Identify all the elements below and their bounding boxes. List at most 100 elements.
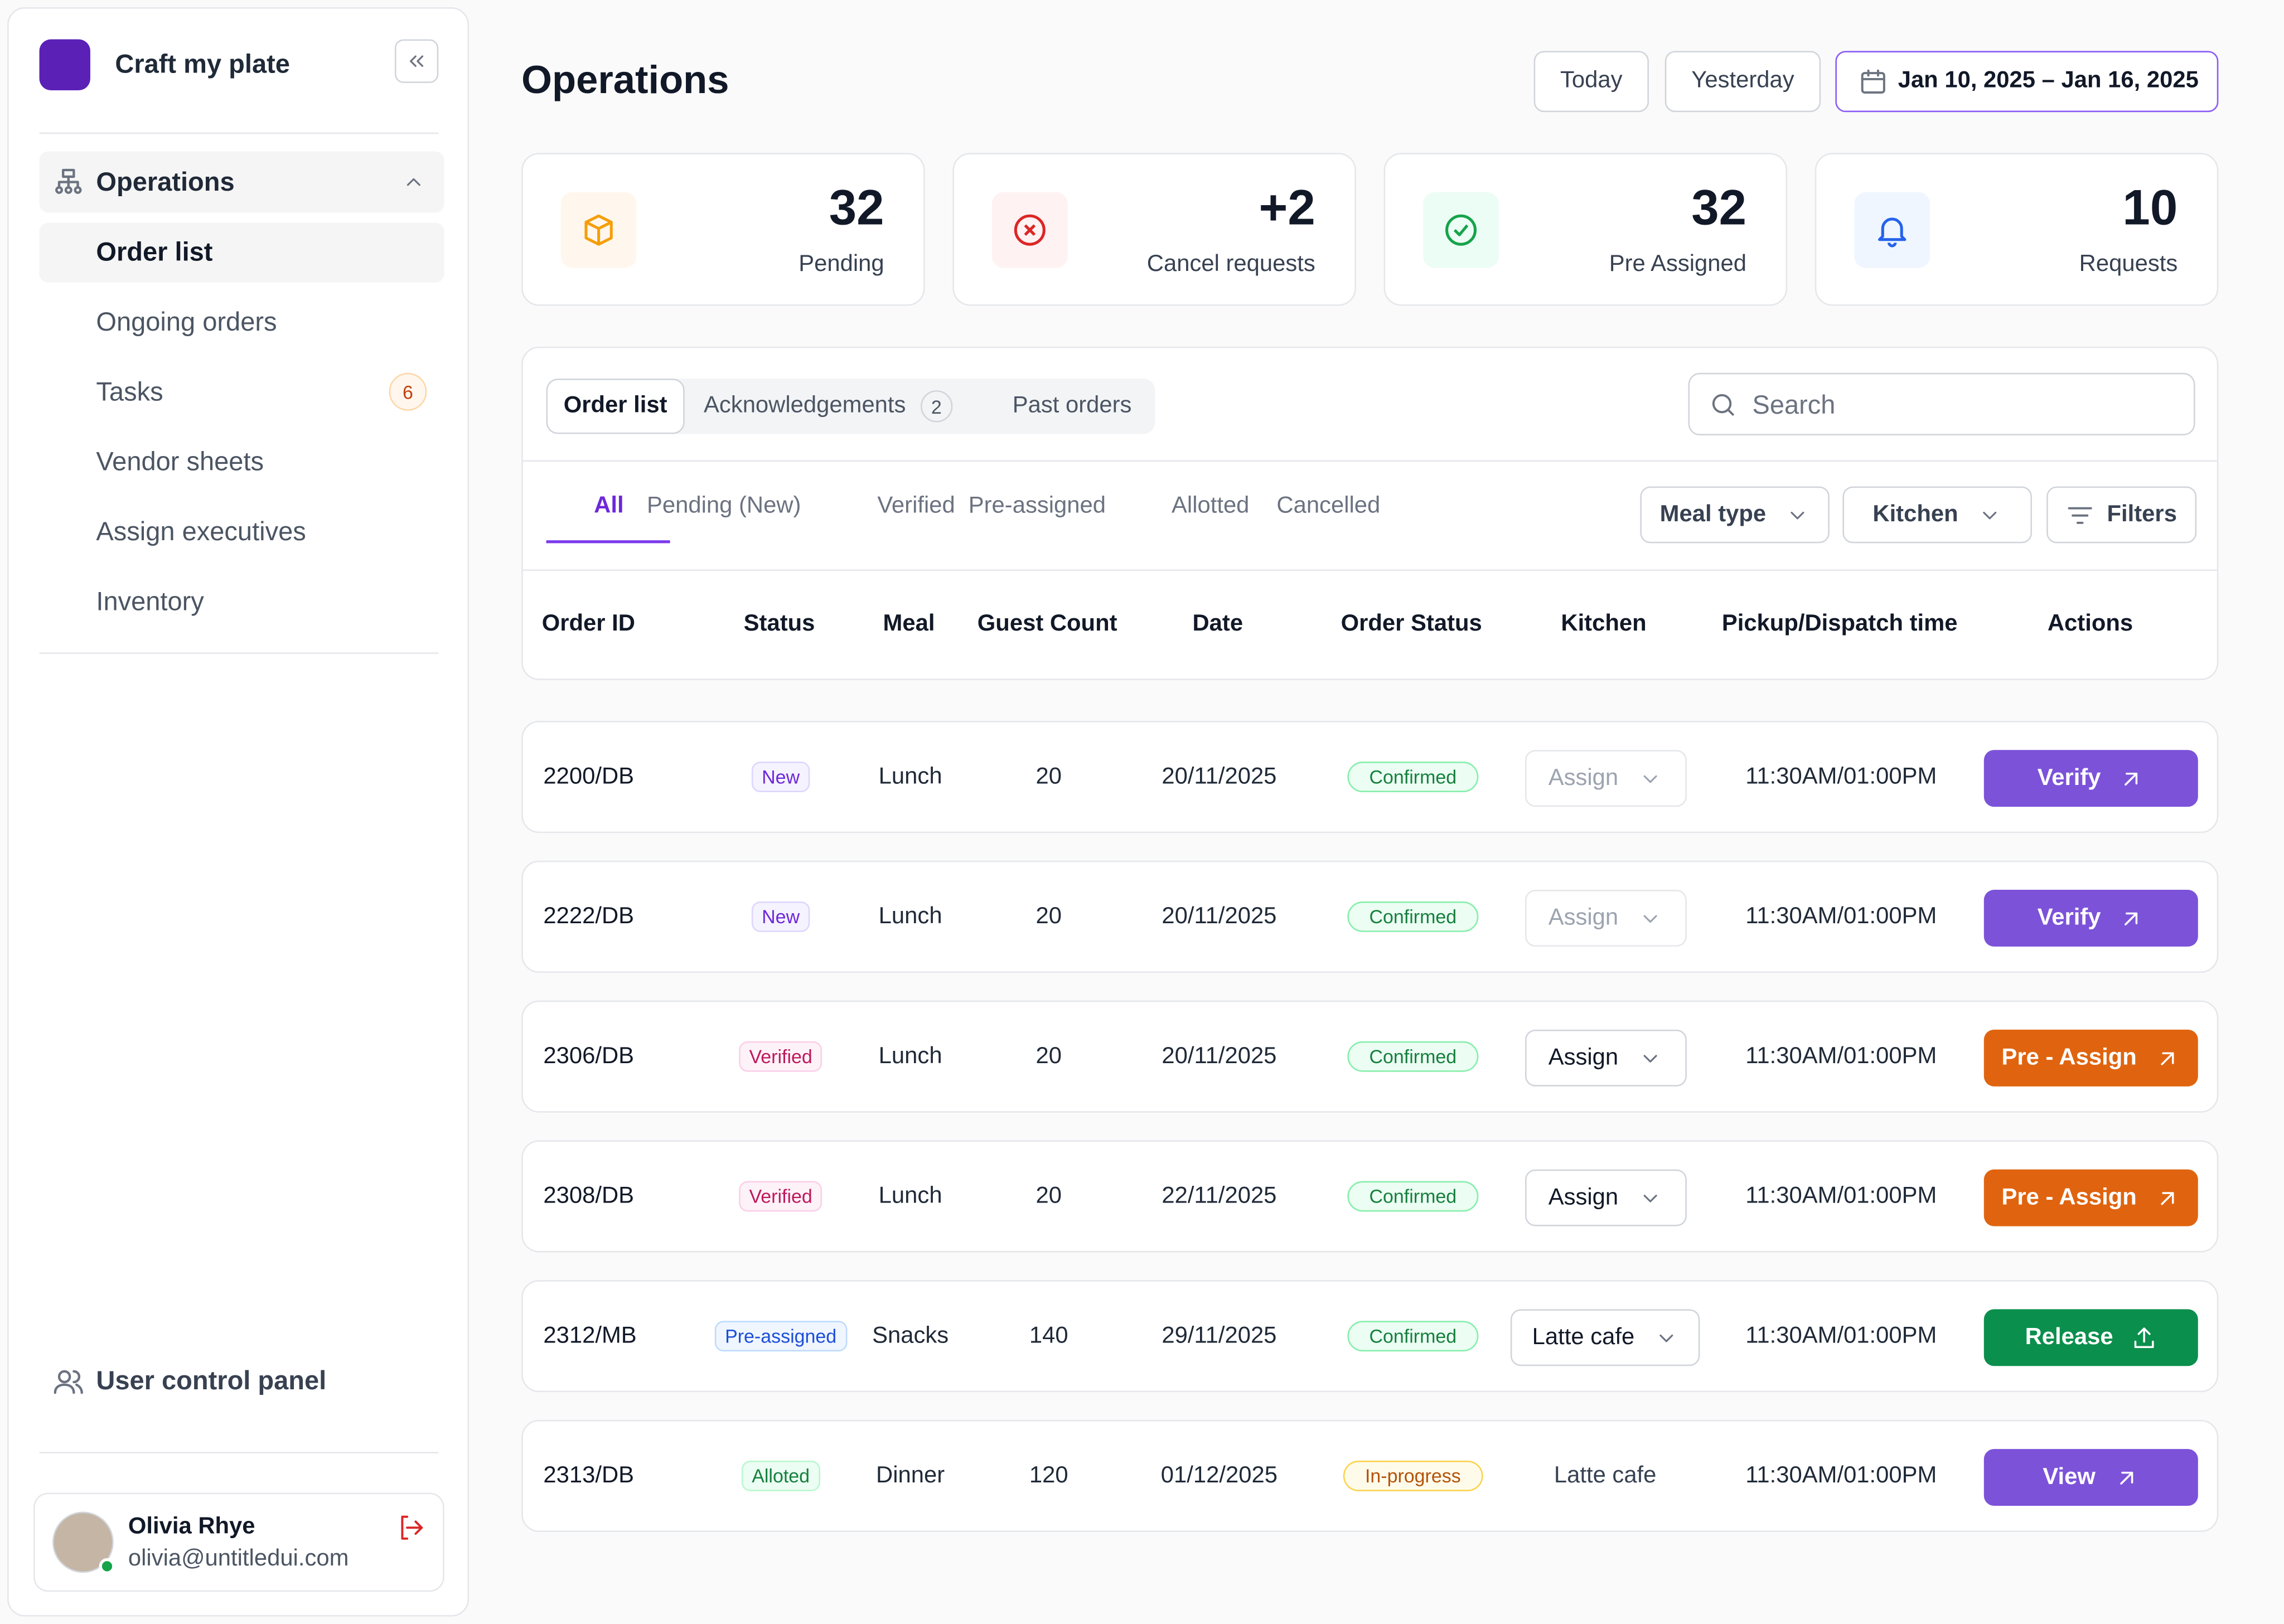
nav-item[interactable]: Order list <box>39 222 444 283</box>
stat-caption: Pre Assigned <box>1609 251 1747 277</box>
kitchen-select: Assign <box>1524 750 1686 807</box>
order-id: 2306/DB <box>543 1044 635 1069</box>
filter-label: Kitchen <box>1872 501 1958 527</box>
table-row: 2312/MB Pre-assigned Snacks 140 29/11/2025 11… <box>521 1280 2219 1393</box>
filter-chevron <box>1787 503 1810 527</box>
stat-value: 32 <box>1691 180 1747 236</box>
status-tab[interactable]: Pending (New) <box>647 493 801 518</box>
search-placeholder: Search <box>1752 390 1836 420</box>
action-icon <box>2131 1325 2157 1351</box>
status-pill: Verified <box>739 1181 823 1212</box>
tab-label: Past orders <box>1012 393 1132 418</box>
date-button[interactable]: Today <box>1533 51 1649 113</box>
sidebar: Craft my plate Operations Order list Ongoin… <box>7 7 470 1617</box>
stat-value: 10 <box>2122 180 2178 236</box>
status-tab[interactable]: Verified <box>877 493 955 518</box>
action-label: Pre - Assign <box>2001 1185 2137 1210</box>
kitchen-select[interactable]: Assign <box>1524 1029 1686 1087</box>
nav-item[interactable]: Inventory <box>40 573 444 632</box>
nav-label: Order list <box>96 237 213 267</box>
date-button[interactable]: Yesterday <box>1664 51 1821 113</box>
kitchen-label: Assign <box>1548 765 1619 791</box>
cell: 120 <box>1029 1463 1068 1489</box>
divider <box>39 652 439 654</box>
nav-label: Tasks <box>96 377 163 406</box>
filter-label: Meal type <box>1659 501 1767 527</box>
nav-item[interactable]: Ongoing orders <box>40 293 444 352</box>
cell: Lunch <box>878 764 942 789</box>
column-header: Date <box>1192 612 1243 637</box>
logo <box>39 39 90 90</box>
nav-item[interactable]: Vendor sheets <box>40 433 444 492</box>
tab[interactable]: Past orders <box>989 379 1155 434</box>
stat-value: 32 <box>829 180 884 236</box>
kitchen-chevron <box>1655 1326 1678 1349</box>
stat-card: +2 Cancel requests <box>952 153 1356 306</box>
action-button[interactable]: View <box>1983 1449 2198 1506</box>
page-title: Operations <box>521 58 729 102</box>
status-tab[interactable]: Allotted <box>1172 493 1250 518</box>
order-status-pill: Confirmed <box>1347 1321 1479 1352</box>
action-icon <box>2118 765 2145 792</box>
kitchen-chevron <box>1639 906 1662 930</box>
divider <box>39 132 439 134</box>
stat-icon <box>1423 192 1499 268</box>
action-label: Pre - Assign <box>2001 1045 2137 1070</box>
nav-label: Assign executives <box>96 517 306 546</box>
stat-card: 32 Pending <box>521 153 925 306</box>
divider <box>39 1452 439 1453</box>
status-tab[interactable]: Cancelled <box>1276 493 1381 518</box>
cell: Lunch <box>878 1044 942 1069</box>
cell: 20 <box>1035 1184 1062 1209</box>
nav-item[interactable]: Assign executives <box>40 502 444 562</box>
nav-item[interactable]: Tasks 6 <box>40 362 444 422</box>
nav-badge: 6 <box>389 372 427 411</box>
action-button[interactable]: Verify <box>1983 750 2198 807</box>
table-row: 2308/DB Verified Lunch 20 22/11/2025 11:30AM/… <box>521 1140 2219 1253</box>
column-header: Guest Count <box>977 612 1117 637</box>
table-row: 2200/DB New Lunch 20 20/11/2025 11:30AM/01:00… <box>521 721 2219 833</box>
cell: 11:30AM/01:00PM <box>1745 1324 1937 1349</box>
cell: 11:30AM/01:00PM <box>1745 904 1937 929</box>
column-header: Status <box>743 612 815 637</box>
cell: Snacks <box>872 1324 949 1349</box>
user-panel-link[interactable]: User control panel <box>96 1366 327 1395</box>
date-range[interactable]: Jan 10, 2025 – Jan 16, 2025 <box>1835 51 2219 113</box>
status-tab[interactable]: Pre-assigned <box>968 493 1106 518</box>
status-pill: Alloted <box>741 1461 820 1491</box>
order-status-pill: Confirmed <box>1347 762 1479 793</box>
cell: 22/11/2025 <box>1162 1184 1277 1209</box>
stat-icon <box>1854 192 1930 268</box>
action-button[interactable]: Pre - Assign <box>1983 1169 2198 1227</box>
date-range-text: Jan 10, 2025 – Jan 16, 2025 <box>1898 68 2199 94</box>
filter-chevron <box>1978 503 2002 527</box>
collapse-button <box>394 39 439 83</box>
order-id: 2308/DB <box>543 1184 635 1209</box>
filter-button[interactable]: Kitchen <box>1842 486 2033 544</box>
filter-button[interactable]: Meal type <box>1640 486 1830 544</box>
tab[interactable]: Acknowledgements 2 <box>686 379 970 434</box>
status-pill: New <box>751 901 810 932</box>
filter-button[interactable]: Filters <box>2046 486 2197 544</box>
tab[interactable]: Order list <box>546 379 685 434</box>
status-tab[interactable]: All <box>594 493 624 518</box>
column-header: Meal <box>883 612 935 637</box>
action-button[interactable]: Release <box>1983 1309 2198 1366</box>
column-header: Order Status <box>1341 612 1482 637</box>
cell: Dinner <box>876 1463 945 1489</box>
kitchen-select[interactable]: Assign <box>1524 1169 1686 1227</box>
cell: 29/11/2025 <box>1162 1324 1277 1349</box>
cell: 11:30AM/01:00PM <box>1745 1463 1937 1489</box>
cell: 20/11/2025 <box>1162 1044 1277 1069</box>
action-button[interactable]: Pre - Assign <box>1983 1029 2198 1087</box>
kitchen-select: Assign <box>1524 890 1686 947</box>
user-panel-icon <box>52 1366 84 1398</box>
table-row: 2313/DB Alloted Dinner 120 01/12/2025 11:30AM… <box>521 1419 2219 1533</box>
search-box[interactable]: Search <box>1688 372 2195 436</box>
kitchen-select[interactable]: Latte cafe <box>1510 1309 1700 1366</box>
action-button[interactable]: Verify <box>1983 890 2198 947</box>
filter-icon <box>2066 500 2095 529</box>
nav-section[interactable]: Operations <box>39 151 444 213</box>
order-status-pill: Confirmed <box>1347 1041 1479 1072</box>
